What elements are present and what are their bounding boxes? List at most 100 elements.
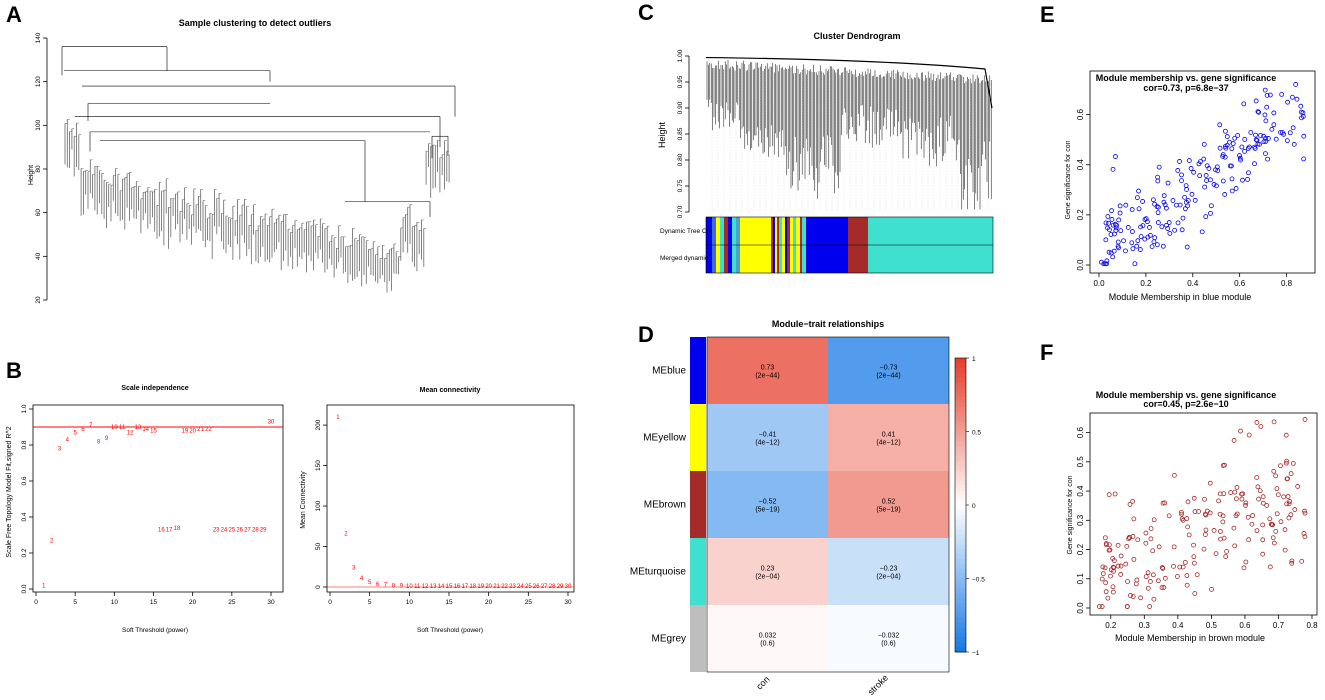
legend-gradient-step [955, 387, 966, 393]
scatter-point [1203, 527, 1209, 533]
panel-e-title: Module membership vs. gene significance [1096, 73, 1277, 83]
scatter-point [1242, 136, 1248, 142]
scatter-point [1110, 254, 1116, 260]
scatter-point [1170, 198, 1176, 203]
scatter-point [1130, 534, 1136, 539]
scatter-point [1150, 572, 1156, 578]
power-label: 12 [127, 430, 134, 436]
y-tick-label: 0.2 [1076, 209, 1085, 221]
y-tick-label: 0.75 [677, 179, 684, 192]
scatter-point [1203, 214, 1209, 220]
scatter-point [1245, 514, 1251, 520]
power-label: 24 [517, 584, 524, 590]
scatter-point [1220, 178, 1226, 184]
legend-gradient-step [955, 505, 966, 511]
scatter-point [1148, 526, 1154, 532]
panel-c-title: Cluster Dendrogram [813, 31, 900, 41]
scatter-point [1118, 553, 1124, 559]
scatter-point [1100, 571, 1106, 577]
scatter-point [1239, 496, 1245, 502]
scatter-point [1273, 528, 1279, 534]
legend-gradient-step [955, 500, 966, 506]
y-tick-label: 1.00 [677, 49, 684, 62]
y-tick-label: 0.1 [1076, 573, 1085, 585]
scatter-point [1198, 159, 1203, 165]
legend-gradient-step [955, 441, 966, 447]
scatter-point [1123, 202, 1129, 208]
legend-gradient-step [955, 534, 966, 540]
scatter-point [1213, 551, 1219, 556]
legend-gradient-step [955, 549, 966, 555]
legend-gradient-step [955, 446, 966, 452]
scatter-point [1216, 498, 1222, 504]
scatter-point [1207, 480, 1213, 486]
scatter-point [1152, 201, 1158, 207]
legend-gradient-step [955, 588, 966, 594]
scatter-point [1138, 234, 1144, 239]
power-label: 5 [368, 580, 372, 586]
legend-gradient-step [955, 568, 966, 575]
power-label: 29 [557, 584, 564, 590]
power-label: 21 [493, 584, 500, 590]
scatter-point [1224, 134, 1230, 139]
scatter-point [1109, 208, 1114, 214]
cell-pvalue: (5e−19) [755, 507, 779, 514]
module-row-label: MEyellow [643, 433, 687, 444]
power-label: 27 [244, 528, 251, 534]
panel-c-module-bars [705, 216, 994, 274]
cell-correlation: 0.52 [882, 499, 896, 506]
panel-b-right-title: Mean connectivity [420, 387, 481, 394]
scatter-point [1243, 503, 1248, 508]
panel-e-frame [1089, 70, 1316, 274]
scatter-point [1234, 485, 1240, 490]
scatter-point [1194, 572, 1200, 578]
module-color-chip [690, 605, 706, 672]
scatter-point [1191, 542, 1196, 548]
y-tick-label: 100 [35, 120, 42, 131]
scatter-point [1197, 173, 1203, 179]
power-label: 1 [336, 415, 340, 421]
scatter-point [1143, 530, 1149, 536]
scatter-point [1180, 564, 1186, 570]
panel-e-scatter: 0.0 0.2 0.4 0.6 0.8 0.0 0.2 0.4 0.6 [1076, 82, 1307, 288]
y-tick-label: 80 [35, 165, 42, 173]
legend-gradient-step [955, 637, 966, 643]
scatter-point [1099, 259, 1104, 265]
scatter-point [1269, 126, 1275, 132]
legend-tick-label: −0.5 [972, 577, 985, 584]
scatter-point [1184, 244, 1190, 250]
scatter-point [1293, 82, 1299, 87]
power-label: 13 [134, 425, 141, 431]
scatter-point [1159, 224, 1165, 230]
scatter-point [1263, 135, 1269, 141]
scatter-point [1110, 222, 1116, 228]
x-tick-label: 10 [406, 599, 414, 606]
legend-gradient-step [955, 431, 966, 437]
scatter-point [1222, 192, 1228, 197]
scatter-point [1284, 476, 1290, 482]
cell-pvalue: (5e−19) [876, 507, 900, 514]
x-tick-label: 30 [267, 599, 275, 606]
scatter-point [1253, 132, 1258, 138]
x-tick-label: 0.6 [1234, 279, 1246, 288]
panel-d-title: Module−trait relationships [772, 319, 884, 329]
y-tick-label: 140 [35, 32, 42, 43]
scatter-point [1285, 99, 1290, 105]
legend-gradient-step [955, 514, 966, 521]
scatter-point [1298, 103, 1304, 109]
scatter-point [1192, 591, 1198, 596]
scatter-point [1201, 546, 1207, 552]
power-label: 17 [166, 528, 173, 534]
legend-gradient-step [955, 426, 966, 432]
scatter-point [1099, 576, 1105, 582]
scatter-point [1254, 475, 1260, 480]
scatter-point [1154, 242, 1160, 248]
panel-b-left-xlabel: Soft Threshold (power) [122, 627, 188, 634]
power-label: 5 [73, 430, 77, 436]
scatter-point [1124, 604, 1130, 609]
panel-d: D Module−trait relationships MEblue 0.73(… [630, 319, 985, 697]
y-tick-label: 0.0 [21, 584, 28, 593]
panel-f-subtitle: cor=0.45, p=2.6e−10 [1143, 399, 1228, 409]
